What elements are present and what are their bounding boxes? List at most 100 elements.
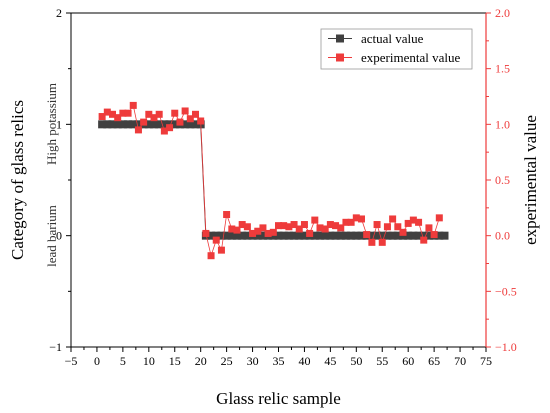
legend-actual-label: actual value	[361, 31, 424, 46]
y-axis-left-title: Category of glass relics	[8, 100, 27, 260]
y-right-tick-label: −1.0	[495, 340, 517, 354]
experimental-point	[259, 224, 267, 232]
x-tick-label: −5	[65, 354, 78, 368]
actual-point	[170, 120, 179, 129]
x-tick-label: 60	[402, 354, 414, 368]
experimental-point	[134, 126, 142, 134]
x-tick-label: 10	[143, 354, 155, 368]
experimental-point	[103, 108, 111, 116]
actual-point	[341, 231, 350, 240]
actual-point	[414, 231, 423, 240]
experimental-point	[430, 231, 438, 239]
experimental-point	[311, 216, 319, 224]
y-left-tick-label: 2	[56, 6, 62, 20]
x-tick-label: 35	[273, 354, 285, 368]
experimental-point	[223, 211, 231, 219]
x-tick-label: 30	[247, 354, 259, 368]
experimental-point	[181, 107, 189, 115]
legend-experimental-marker	[336, 53, 344, 62]
actual-point	[222, 231, 231, 240]
experimental-series	[98, 101, 443, 260]
experimental-point	[425, 224, 433, 232]
y-right-tick-label: 1.5	[495, 62, 510, 76]
actual-point	[181, 120, 190, 129]
experimental-point	[217, 246, 225, 254]
experimental-point	[269, 228, 277, 236]
experimental-point	[150, 114, 158, 122]
legend-box	[320, 28, 473, 70]
actual-point	[284, 231, 293, 240]
actual-point	[419, 231, 428, 240]
experimental-point	[378, 238, 386, 246]
experimental-point	[399, 228, 407, 236]
actual-point	[186, 120, 195, 129]
experimental-point	[114, 114, 122, 122]
actual-point	[409, 231, 418, 240]
x-tick-label: 55	[376, 354, 388, 368]
category-label-high-potassium: High potassium	[44, 83, 59, 165]
actual-point	[134, 120, 143, 129]
x-tick-label: 45	[324, 354, 336, 368]
experimental-point	[186, 115, 194, 123]
actual-point	[98, 120, 107, 129]
actual-point	[373, 231, 382, 240]
y-right-tick-label: 0.0	[495, 229, 510, 243]
experimental-point	[347, 218, 355, 226]
actual-point	[310, 231, 319, 240]
experimental-point	[332, 222, 340, 230]
actual-point	[295, 231, 304, 240]
actual-point	[352, 231, 361, 240]
experimental-point	[368, 238, 376, 246]
x-tick-label: 25	[221, 354, 233, 368]
experimental-point	[275, 222, 282, 230]
experimental-point	[373, 221, 381, 229]
legend-experimental-label: experimental value	[361, 50, 460, 65]
actual-point	[383, 231, 392, 240]
actual-point	[347, 231, 356, 240]
y-right-tick-label: 0.5	[495, 173, 510, 187]
actual-point	[316, 231, 324, 240]
actual-point	[238, 231, 247, 240]
experimental-point	[207, 252, 215, 260]
y-left-tick-label: 1	[56, 117, 62, 131]
legend: actual value experimental value	[320, 28, 473, 70]
experimental-point	[342, 218, 350, 226]
y-right-tick-label: 2.0	[495, 6, 510, 20]
actual-point	[207, 231, 216, 240]
experimental-point	[140, 118, 148, 126]
experimental-point	[160, 127, 168, 135]
y-right-tick-label: −0.5	[495, 284, 517, 298]
y-right-tick-label: 1.0	[495, 117, 510, 131]
actual-point	[253, 231, 262, 240]
actual-point	[103, 120, 112, 129]
x-tick-label: 5	[120, 354, 126, 368]
experimental-point	[212, 236, 220, 244]
experimental-point	[238, 221, 246, 229]
actual-point	[388, 231, 397, 240]
experimental-point	[129, 101, 137, 109]
actual-point	[233, 231, 241, 240]
actual-point	[393, 231, 402, 240]
x-tick-label: 0	[94, 354, 100, 368]
x-tick-label: 70	[454, 354, 466, 368]
actual-point	[124, 120, 133, 129]
x-tick-label: 50	[350, 354, 362, 368]
experimental-point	[290, 221, 298, 229]
actual-point	[212, 231, 221, 240]
actual-point	[300, 231, 309, 240]
experimental-point	[306, 229, 314, 237]
actual-point	[378, 231, 387, 240]
experimental-point	[409, 216, 417, 224]
actual-point	[435, 231, 444, 240]
actual-point	[404, 231, 413, 240]
experimental-point	[383, 223, 391, 231]
legend-item-experimental: experimental value	[328, 50, 460, 65]
experimental-point	[228, 225, 236, 233]
actual-point	[274, 231, 283, 240]
actual-point	[191, 120, 200, 129]
experimental-point	[109, 110, 116, 118]
actual-point	[129, 120, 138, 129]
experimental-point	[352, 214, 360, 222]
experimental-point	[285, 223, 293, 231]
